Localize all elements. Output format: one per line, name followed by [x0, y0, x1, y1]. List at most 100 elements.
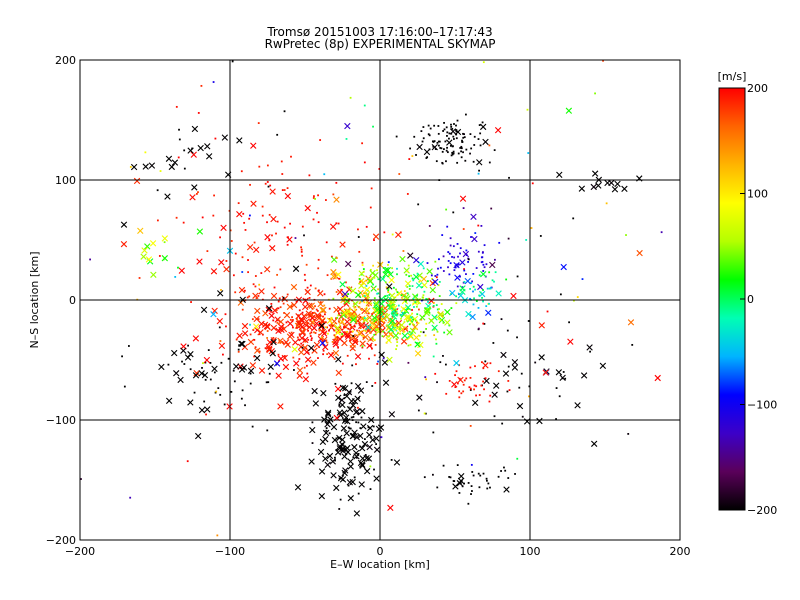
- data-point-x: [318, 468, 326, 475]
- data-point-x: [220, 224, 227, 231]
- data-point-dot: [357, 305, 360, 308]
- data-point-dot: [380, 436, 383, 439]
- data-point-dot: [312, 320, 315, 323]
- data-point-dot: [422, 294, 425, 297]
- data-point-dot: [330, 325, 332, 328]
- data-point-dot: [477, 250, 480, 253]
- data-point-dot: [407, 344, 410, 347]
- data-point-dot: [458, 492, 461, 494]
- data-point-x: [286, 320, 294, 327]
- data-point-x: [459, 259, 466, 266]
- data-point-dot: [417, 409, 420, 412]
- data-point-dot: [422, 267, 425, 270]
- data-point-dot: [455, 133, 458, 136]
- data-point-dot: [505, 278, 508, 281]
- data-point-dot: [318, 346, 321, 349]
- data-point-dot: [432, 473, 434, 476]
- data-point-dot: [341, 328, 343, 331]
- data-point-dot: [357, 228, 359, 231]
- data-point-dot: [367, 325, 370, 327]
- data-point-x: [196, 228, 204, 235]
- data-point-x: [353, 434, 361, 441]
- data-point-dot: [382, 357, 385, 360]
- data-point-x: [339, 476, 347, 483]
- data-point-dot: [273, 286, 276, 289]
- data-point-dot: [311, 421, 314, 424]
- data-point-dot: [373, 239, 375, 242]
- data-point-dot: [439, 361, 442, 364]
- data-point-dot: [326, 341, 329, 344]
- data-point-dot: [439, 319, 442, 322]
- data-point-dot: [483, 244, 486, 247]
- data-point-dot: [297, 338, 300, 341]
- data-point-dot: [276, 133, 279, 136]
- data-point-dot: [435, 276, 438, 279]
- data-point-x: [347, 458, 354, 465]
- data-point-dot: [425, 298, 428, 300]
- data-point-dot: [467, 258, 470, 261]
- data-point-dot: [333, 334, 336, 337]
- data-point-dot: [380, 313, 383, 316]
- data-point-dot: [347, 327, 350, 330]
- data-point-x: [413, 256, 420, 264]
- data-point-dot: [488, 302, 490, 305]
- data-point-dot: [387, 264, 389, 266]
- data-point-dot: [290, 155, 292, 158]
- data-point-x: [355, 291, 362, 299]
- data-point-dot: [477, 307, 480, 309]
- data-point-dot: [314, 305, 316, 308]
- data-point-dot: [452, 245, 455, 248]
- data-point-dot: [465, 254, 468, 257]
- data-point-dot: [376, 292, 379, 295]
- data-point-x: [432, 278, 439, 286]
- data-point-dot: [205, 413, 207, 416]
- data-point-dot: [408, 287, 411, 290]
- data-point-dot: [360, 416, 363, 419]
- data-point-x: [354, 383, 362, 390]
- data-point-dot: [424, 334, 427, 337]
- data-point-x: [178, 267, 185, 274]
- data-point-x: [420, 275, 428, 283]
- data-point-dot: [241, 271, 244, 273]
- data-point-x: [363, 286, 371, 293]
- data-point-dot: [337, 320, 340, 323]
- data-point-dot: [314, 198, 317, 200]
- data-point-dot: [206, 250, 209, 252]
- data-point-x: [387, 317, 394, 324]
- data-point-x: [304, 288, 311, 296]
- data-point-dot: [369, 206, 372, 209]
- data-point-dot: [504, 469, 507, 472]
- data-point-dot: [266, 429, 269, 432]
- data-point-dot: [455, 302, 458, 305]
- data-point-x: [310, 359, 317, 366]
- data-point-dot: [277, 307, 280, 310]
- data-point-dot: [451, 151, 454, 154]
- data-point-dot: [469, 152, 471, 155]
- data-point-dot: [318, 333, 321, 336]
- data-point-dot: [402, 250, 405, 252]
- data-point-dot: [406, 193, 409, 195]
- data-point-x: [595, 182, 602, 189]
- data-point-dot: [300, 342, 303, 345]
- data-point-dot: [292, 319, 294, 321]
- data-point-dot: [337, 222, 340, 225]
- data-point-dot: [375, 443, 378, 446]
- data-point-dot: [378, 168, 381, 170]
- data-point-dot: [405, 273, 408, 276]
- data-point-dot: [413, 306, 415, 308]
- data-point-dot: [364, 330, 367, 333]
- data-point-x: [363, 468, 371, 475]
- data-point-dot: [469, 387, 472, 390]
- data-point-x: [358, 461, 366, 468]
- data-point-x: [265, 345, 273, 352]
- data-point-dot: [251, 425, 254, 428]
- data-point-dot: [375, 321, 378, 324]
- data-point-dot: [454, 374, 456, 377]
- data-point-x: [590, 440, 598, 447]
- data-point-x: [444, 319, 451, 326]
- data-point-dot: [423, 412, 426, 415]
- data-point-dot: [325, 199, 327, 201]
- data-point-x: [269, 350, 277, 357]
- data-point-dot: [129, 166, 132, 168]
- data-point-dot: [363, 104, 366, 107]
